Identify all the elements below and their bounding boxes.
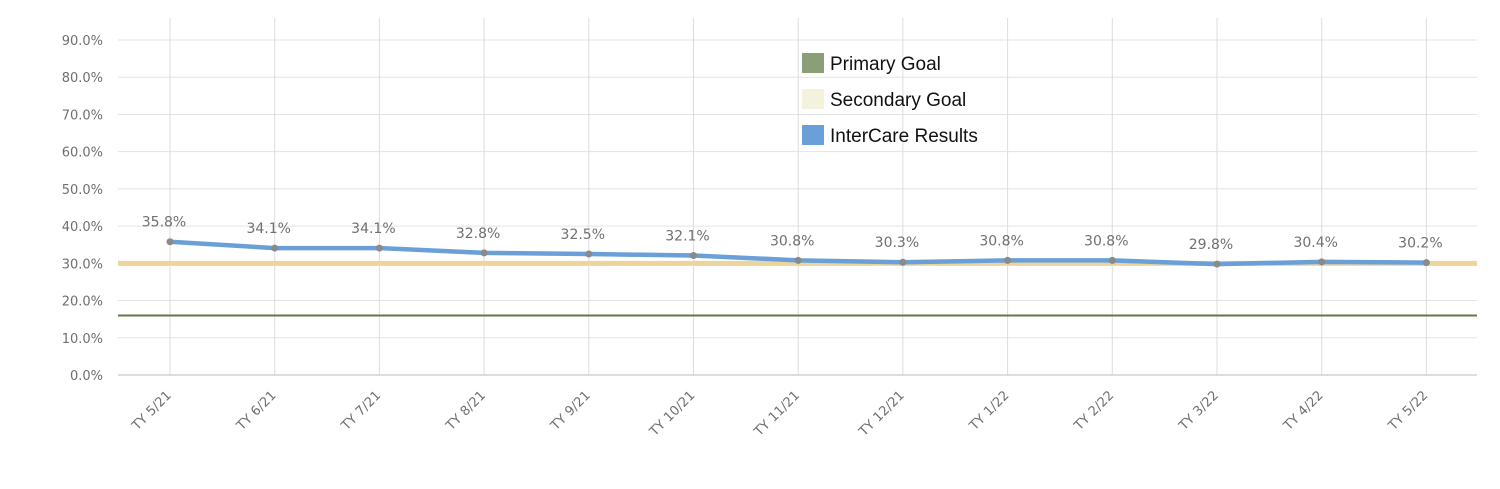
legend-swatch [802, 53, 824, 73]
y-tick-label: 0.0% [70, 369, 103, 384]
data-label: 30.8% [770, 233, 814, 249]
x-tick-label: TY 3/22 [1176, 388, 1222, 434]
legend-label: Primary Goal [830, 54, 941, 75]
data-point [899, 258, 907, 266]
x-tick-label: TY 7/21 [338, 388, 384, 434]
y-axis-tick-labels: 0.0% 10.0% 20.0% 30.0% 40.0% 50.0% 60.0% 70.0% 8… [62, 34, 103, 384]
legend-swatch [802, 89, 824, 109]
legend-label: InterCare Results [830, 126, 978, 147]
data-label: 35.8% [142, 215, 186, 231]
y-tick-label: 10.0% [62, 332, 103, 347]
x-axis-tick-labels: TY 5/21 TY 6/21 TY 7/21 TY 8/21 TY 9/21 TY 10… [129, 388, 1432, 440]
x-tick-label: TY 12/21 [856, 388, 908, 440]
x-tick-label: TY 5/22 [1385, 388, 1431, 434]
goal-lines [118, 260, 1477, 317]
data-point [375, 244, 383, 252]
gridlines [118, 18, 1477, 376]
data-point [1004, 256, 1012, 264]
data-point [1318, 258, 1326, 266]
x-tick-label: TY 10/21 [646, 388, 698, 440]
series-layer: 35.8% 34.1% 34.1% 32.8% 32.5% 32.1% 30.8% 30.3%… [142, 215, 1443, 268]
x-tick-label: TY 4/22 [1280, 388, 1326, 434]
data-point [1422, 259, 1430, 267]
data-label: 32.5% [561, 227, 605, 243]
y-tick-label: 80.0% [62, 71, 103, 86]
x-tick-label: TY 1/22 [966, 388, 1012, 434]
data-label: 32.1% [665, 229, 709, 245]
legend-label: Secondary Goal [830, 90, 966, 111]
data-label: 30.2% [1398, 236, 1442, 252]
data-point [1108, 256, 1116, 264]
x-tick-label: TY 11/21 [751, 388, 803, 440]
data-label: 34.1% [246, 221, 290, 237]
x-tick-label: TY 5/21 [129, 388, 175, 434]
data-point [585, 250, 593, 258]
x-tick-label: TY 6/21 [233, 388, 279, 434]
y-tick-label: 20.0% [62, 295, 103, 310]
y-tick-label: 40.0% [62, 220, 103, 235]
data-label: 30.8% [979, 233, 1023, 249]
data-label: 30.3% [875, 235, 919, 251]
data-label: 29.8% [1189, 237, 1233, 253]
y-tick-label: 30.0% [62, 257, 103, 272]
data-point [794, 256, 802, 264]
data-point [166, 238, 174, 246]
x-tick-label: TY 9/21 [548, 388, 594, 434]
x-tick-label: TY 8/21 [443, 388, 489, 434]
y-tick-label: 90.0% [62, 34, 103, 49]
legend-swatch [802, 125, 824, 145]
y-tick-label: 50.0% [62, 183, 103, 198]
data-point [1213, 260, 1221, 268]
data-label: 30.8% [1084, 233, 1128, 249]
data-point [690, 252, 697, 260]
x-tick-label: TY 2/22 [1071, 388, 1117, 434]
data-point [480, 249, 488, 257]
y-tick-label: 70.0% [62, 108, 103, 123]
y-tick-label: 60.0% [62, 146, 103, 161]
data-label: 30.4% [1293, 235, 1337, 251]
data-point [271, 244, 279, 252]
legend: Primary Goal Secondary Goal InterCare Resu… [802, 53, 978, 147]
data-label: 32.8% [456, 226, 500, 242]
data-label: 34.1% [351, 221, 395, 237]
